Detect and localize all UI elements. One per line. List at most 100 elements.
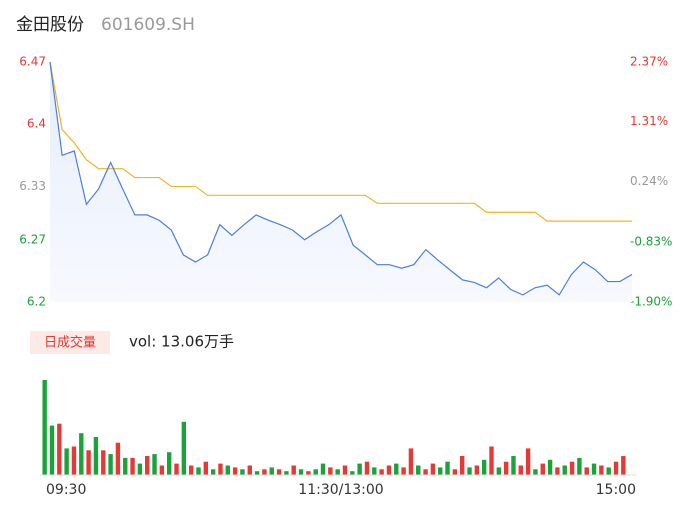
volume-bar	[137, 463, 143, 475]
y-tick-label: 6.47	[19, 55, 46, 69]
volume-bar	[218, 463, 223, 475]
volume-bar	[591, 463, 597, 475]
volume-bar	[93, 437, 99, 475]
volume-bar	[562, 465, 567, 475]
volume-bar	[101, 450, 106, 475]
volume-bar	[350, 471, 355, 475]
volume-bar	[423, 469, 428, 475]
x-tick-label: 09:30	[46, 482, 86, 498]
volume-bar	[254, 471, 260, 475]
volume-bar	[569, 461, 575, 475]
volume-bar	[459, 456, 465, 475]
volume-bar	[210, 469, 216, 475]
volume-summary: vol: 13.06万手	[129, 333, 234, 351]
price-area-fill	[50, 62, 632, 302]
volume-bar	[547, 459, 553, 475]
volume-bar	[364, 461, 370, 475]
volume-bar	[503, 461, 509, 475]
volume-bar	[108, 454, 113, 475]
volume-bar	[606, 467, 611, 475]
volume-bar	[42, 380, 47, 475]
x-tick-label: 15:00	[596, 482, 636, 498]
y2-tick-label: 2.37%	[630, 55, 668, 69]
volume-bar	[188, 465, 194, 475]
volume-bar	[379, 469, 384, 475]
volume-bar	[203, 461, 209, 475]
volume-bar	[306, 471, 311, 475]
volume-bar	[320, 463, 326, 475]
volume-bar	[386, 465, 392, 475]
y-tick-label: 6.27	[19, 232, 46, 246]
volume-bar	[452, 469, 458, 475]
volume-bar	[181, 421, 187, 475]
volume-bar	[518, 465, 523, 475]
stock-name: 金田股份	[16, 15, 84, 35]
volume-bar	[481, 459, 487, 475]
volume-bar	[313, 469, 318, 475]
volume-bar	[86, 450, 91, 475]
volume-bar	[49, 425, 55, 475]
volume-bar	[145, 456, 150, 475]
volume-bar	[240, 469, 245, 475]
y2-tick-label: 1.31%	[630, 114, 668, 128]
volume-bar	[64, 448, 69, 475]
indicator-button-bg[interactable]	[30, 331, 110, 354]
volume-bar	[401, 467, 406, 475]
volume-bar	[445, 461, 450, 475]
volume-bar	[291, 465, 296, 475]
volume-bar	[430, 463, 436, 475]
volume-bar	[357, 463, 362, 475]
volume-bar	[166, 452, 172, 475]
volume-bar	[335, 469, 340, 475]
volume-bar	[123, 457, 128, 475]
x-tick-label: 11:30/13:00	[298, 482, 383, 498]
volume-bar	[599, 465, 604, 475]
volume-bar	[613, 461, 619, 475]
volume-bar	[511, 456, 516, 475]
volume-bar	[533, 469, 538, 475]
y2-tick-label: -1.90%	[630, 295, 672, 309]
y-tick-label: 6.2	[27, 295, 46, 309]
volume-bar	[130, 457, 135, 475]
volume-bar	[555, 467, 560, 475]
volume-bar	[247, 465, 252, 475]
volume-bar	[584, 467, 589, 475]
volume-bar	[496, 467, 502, 475]
volume-bar	[621, 456, 626, 475]
volume-bar	[269, 467, 274, 475]
volume-bar	[115, 442, 121, 475]
volume-bar	[394, 463, 399, 475]
volume-bar	[438, 467, 443, 475]
volume-bar	[159, 465, 165, 475]
volume-bar	[577, 457, 582, 475]
volume-bar	[174, 463, 179, 475]
y2-tick-label: 0.24%	[630, 174, 668, 188]
volume-bar	[298, 469, 304, 475]
volume-bar	[416, 465, 421, 475]
volume-bar	[225, 465, 230, 475]
volume-bar	[467, 467, 472, 475]
volume-bar	[152, 454, 157, 475]
stock-code: 601609.SH	[101, 15, 195, 35]
volume-bar	[276, 469, 282, 475]
volume-bar	[196, 467, 201, 475]
volume-bar	[232, 467, 238, 475]
y-tick-label: 6.33	[19, 179, 46, 193]
volume-bar	[540, 463, 545, 475]
indicator-button[interactable]: 日成交量	[44, 335, 96, 351]
y-tick-label: 6.4	[27, 117, 46, 131]
volume-bar	[79, 433, 84, 475]
volume-bar	[342, 465, 348, 475]
volume-bar	[372, 467, 377, 475]
volume-bar	[474, 465, 480, 475]
volume-bar	[284, 471, 289, 475]
price-line	[49, 61, 632, 222]
volume-bar	[262, 469, 267, 475]
volume-bar	[57, 423, 62, 475]
volume-bar	[489, 446, 494, 475]
volume-bar	[71, 446, 77, 475]
volume-bar	[328, 467, 333, 475]
volume-bar	[408, 448, 414, 475]
